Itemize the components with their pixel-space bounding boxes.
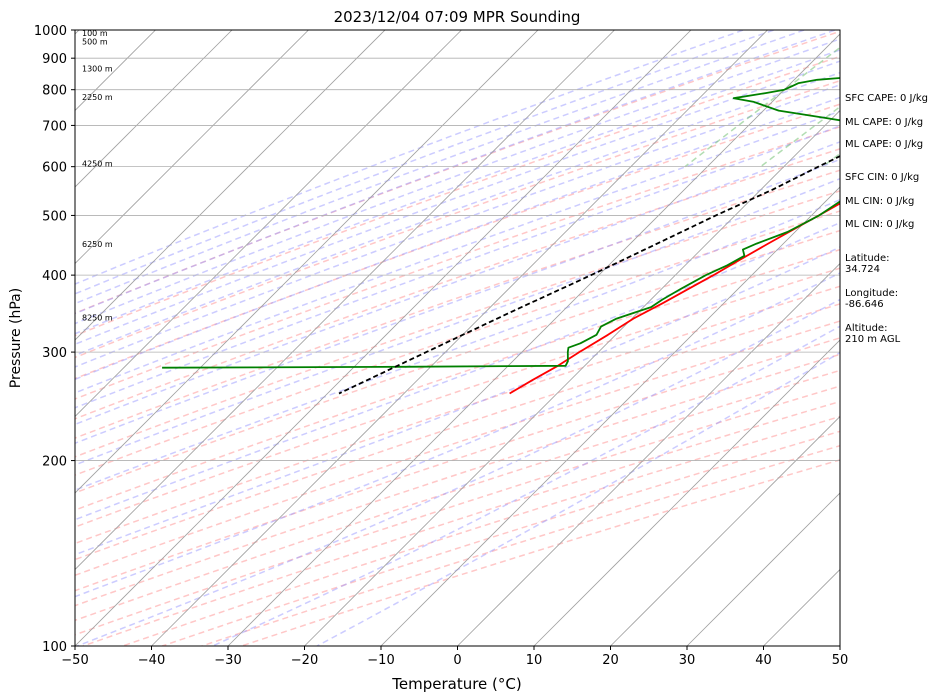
dry-adiabat-line: [75, 148, 840, 420]
y-tick-label: 200: [42, 455, 67, 470]
moist-adiabat-line: [75, 60, 840, 346]
dry-adiabat-line: [75, 229, 840, 494]
isotherm-line: [75, 30, 233, 188]
stat-label: ML CIN: 0 J/kg: [845, 196, 915, 207]
x-tick-label: 0: [453, 653, 461, 668]
moist-adiabat-line: [75, 177, 840, 466]
dry-adiabat-line: [75, 385, 840, 636]
dry-adiabat-line: [75, 79, 840, 359]
stat-label: ML CAPE: 0 J/kg: [845, 139, 924, 150]
moist-adiabat-line: [316, 351, 840, 646]
x-tick-label: −10: [367, 653, 394, 668]
dry-adiabat-line: [75, 126, 840, 400]
moist-adiabat-line: [75, 30, 838, 315]
isotherm-line: [75, 30, 310, 265]
series-line: [509, 202, 840, 395]
isotherm-line: [533, 339, 840, 646]
moist-adiabat-line: [75, 96, 840, 381]
moist-adiabat-line: [75, 38, 840, 325]
height-label: 2250 m: [82, 93, 113, 102]
x-tick-label: −30: [214, 653, 241, 668]
stat-label: ML CIN: 0 J/kg: [845, 219, 915, 230]
x-tick-label: −40: [138, 653, 165, 668]
stat-label: ML CAPE: 0 J/kg: [845, 117, 924, 128]
height-label: 1300 m: [82, 65, 113, 74]
height-label: 500 m: [82, 37, 108, 46]
y-tick-label: 400: [42, 269, 67, 284]
isotherm-line: [151, 30, 769, 646]
moist-adiabat-line: [75, 49, 840, 335]
moist-adiabat-line: [75, 30, 807, 305]
mixing-ratio-line: [760, 105, 840, 168]
stat-label: Latitude: 34.724: [845, 253, 890, 275]
dry-adiabat-line: [75, 169, 840, 439]
isotherm-line: [380, 186, 840, 646]
x-tick-label: 40: [755, 653, 772, 668]
dry-adiabat-line: [75, 210, 840, 476]
series-line: [162, 77, 840, 369]
moist-adiabat-line: [75, 110, 840, 394]
isotherm-line: [75, 30, 386, 341]
isotherm-line: [75, 30, 463, 418]
series-layer: [162, 77, 840, 395]
dry-adiabat-line: [75, 303, 840, 561]
height-label: 100 m: [82, 29, 108, 38]
dry-adiabat-line: [241, 459, 840, 646]
y-tick-label: 600: [42, 161, 67, 176]
x-tick-label: 30: [679, 653, 696, 668]
chart-title: 2023/12/04 07:09 MPR Sounding: [334, 8, 581, 26]
height-label: 4250 m: [82, 159, 113, 168]
isotherm-line: [227, 33, 840, 646]
stat-label: Longitude: -86.646: [845, 288, 899, 310]
moist-adiabat-line: [75, 272, 840, 598]
isotherm-line: [75, 30, 616, 571]
y-tick-label: 1000: [34, 24, 67, 39]
moist-adiabat-line: [75, 141, 840, 426]
moist-adiabat-line: [75, 125, 840, 409]
axes-layer: −50 −40 −30 −20 −10 0 10 20 30 40 50 1000 900 800 700 6…: [34, 24, 848, 668]
dry-adiabat-line: [75, 369, 840, 622]
moist-adiabat-line: [75, 30, 777, 295]
dry-adiabat-line: [75, 267, 840, 528]
stat-label: SFC CIN: 0 J/kg: [845, 172, 920, 183]
y-tick-label: 300: [42, 346, 67, 361]
height-label: 8250 m: [82, 314, 113, 323]
y-tick-label: 800: [42, 84, 67, 99]
moist-adiabat-line: [212, 325, 840, 646]
isotherm-line: [304, 109, 840, 646]
isotherm-line: [457, 262, 840, 646]
stat-label: SFC CAPE: 0 J/kg: [845, 93, 928, 104]
y-axis-label: Pressure (hPa): [8, 288, 24, 388]
isotherm-line: [75, 30, 692, 646]
x-tick-label: 20: [602, 653, 619, 668]
moist-adiabat-line: [75, 246, 840, 556]
dry-adiabat-line: [75, 55, 840, 337]
x-tick-label: 10: [526, 653, 543, 668]
y-tick-label: 900: [42, 52, 67, 67]
mixing-ratio-line: [684, 46, 840, 168]
dry-adiabat-line: [75, 337, 840, 592]
moist-adiabat-line: [75, 221, 840, 521]
x-axis-label: Temperature (°C): [391, 675, 521, 693]
y-tick-label: 100: [42, 640, 67, 655]
y-tick-label: 500: [42, 209, 67, 224]
isotherm-line: [610, 415, 840, 646]
isotherm-line: [686, 492, 840, 646]
moist-adiabat-line: [75, 30, 746, 285]
x-tick-label: −20: [291, 653, 318, 668]
x-tick-label: −50: [61, 653, 88, 668]
height-label: 6250 m: [82, 240, 113, 249]
isotherm-line: [75, 30, 539, 494]
y-tick-label: 700: [42, 119, 67, 134]
x-tick-label: 50: [832, 653, 849, 668]
stat-label: Altitude: 210 m AGL: [845, 323, 901, 345]
grid-layer: [75, 30, 840, 646]
